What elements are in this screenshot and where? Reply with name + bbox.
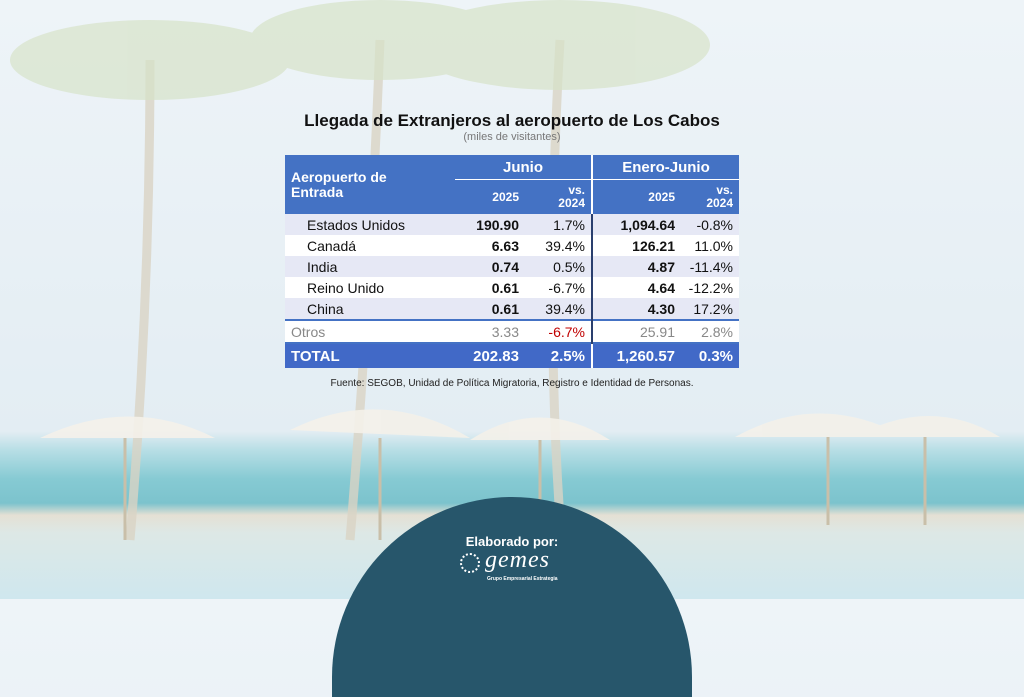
umbrella bbox=[470, 417, 610, 440]
row-label: China bbox=[285, 298, 455, 320]
logo-tagline: Grupo Empresarial Estrategia bbox=[487, 576, 558, 582]
cell: 39.4% bbox=[525, 235, 593, 256]
cell: -12.2% bbox=[681, 277, 740, 298]
table-row: TOTAL 202.83 2.5% 1,260.57 0.3% bbox=[285, 342, 740, 368]
column-header: 2025 bbox=[592, 179, 681, 214]
row-label: TOTAL bbox=[285, 342, 455, 368]
cell: -6.7% bbox=[525, 277, 593, 298]
table-row: China 0.61 39.4% 4.30 17.2% bbox=[285, 298, 740, 320]
cell: 1,260.57 bbox=[592, 342, 681, 368]
table-row: Otros 3.33 -6.7% 25.91 2.8% bbox=[285, 319, 740, 343]
logo-icon bbox=[460, 553, 480, 573]
umbrella bbox=[735, 413, 905, 437]
table-row: India 0.74 0.5% 4.87 -11.4% bbox=[285, 256, 740, 277]
cell: 2.8% bbox=[681, 319, 740, 343]
cell: 0.5% bbox=[525, 256, 593, 277]
cell: -0.8% bbox=[681, 214, 740, 235]
row-label: Estados Unidos bbox=[285, 214, 455, 235]
palm-trunk bbox=[125, 59, 155, 541]
cell: 25.91 bbox=[592, 319, 681, 343]
cell: 3.33 bbox=[455, 319, 525, 343]
logo-text: gemes bbox=[485, 547, 550, 573]
cell: -6.7% bbox=[525, 319, 593, 343]
cell: 1.7% bbox=[525, 214, 593, 235]
column-header: vs. 2024 bbox=[525, 179, 593, 214]
cell: 2.5% bbox=[525, 342, 593, 368]
umbrella bbox=[290, 409, 470, 438]
arrivals-table: Aeropuerto de Entrada Junio Enero-Junio … bbox=[285, 155, 740, 368]
cell: 0.3% bbox=[681, 342, 740, 368]
umbrella bbox=[40, 416, 215, 438]
cell: 4.87 bbox=[592, 256, 681, 277]
column-header: 2025 bbox=[455, 179, 525, 214]
cell: 0.74 bbox=[455, 256, 525, 277]
cell: 17.2% bbox=[681, 298, 740, 320]
umbrella bbox=[855, 416, 1000, 437]
table-row: Estados Unidos 190.90 1.7% 1,094.64 -0.8% bbox=[285, 214, 740, 235]
table-row: Canadá 6.63 39.4% 126.21 11.0% bbox=[285, 235, 740, 256]
subtitle: (miles de visitantes) bbox=[463, 131, 561, 143]
cell: 4.30 bbox=[592, 298, 681, 320]
palm-fronds bbox=[410, 0, 710, 90]
cell: 202.83 bbox=[455, 342, 525, 368]
source-note: Fuente: SEGOB, Unidad de Política Migrat… bbox=[330, 378, 694, 389]
header-row: 2025 vs. 2024 2025 vs. 2024 bbox=[285, 179, 740, 214]
beach-background bbox=[10, 0, 1000, 541]
palm-fronds bbox=[10, 20, 290, 100]
cell: 0.61 bbox=[455, 277, 525, 298]
cell: 0.61 bbox=[455, 298, 525, 320]
row-label: India bbox=[285, 256, 455, 277]
group-header: Junio bbox=[455, 155, 593, 180]
footer-label: Elaborado por: bbox=[465, 534, 559, 549]
cell: 4.64 bbox=[592, 277, 681, 298]
cell: 39.4% bbox=[525, 298, 593, 320]
title: Llegada de Extranjeros al aeropuerto de … bbox=[304, 111, 720, 130]
row-label: Reino Unido bbox=[285, 277, 455, 298]
table-row: Reino Unido 0.61 -6.7% 4.64 -12.2% bbox=[285, 277, 740, 298]
cell: 1,094.64 bbox=[592, 214, 681, 235]
row-label: Otros bbox=[285, 319, 455, 343]
table-body: Estados Unidos 190.90 1.7% 1,094.64 -0.8% Can… bbox=[285, 214, 740, 368]
column-header: vs. 2024 bbox=[681, 179, 740, 214]
cell: 126.21 bbox=[592, 235, 681, 256]
group-header: Enero-Junio bbox=[592, 155, 740, 180]
cell: 11.0% bbox=[681, 235, 740, 256]
header-row: Aeropuerto de Entrada Junio Enero-Junio bbox=[285, 155, 740, 214]
cell: -11.4% bbox=[681, 256, 740, 277]
cell: 6.63 bbox=[455, 235, 525, 256]
row-label: Canadá bbox=[285, 235, 455, 256]
cell: 190.90 bbox=[455, 214, 525, 235]
header-label: Aeropuerto de Entrada bbox=[285, 155, 455, 214]
